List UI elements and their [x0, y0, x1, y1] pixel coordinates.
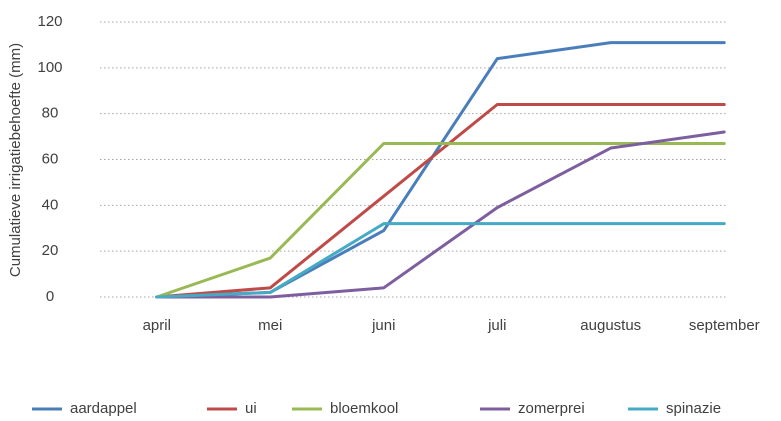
y-tick-label: 60	[42, 150, 59, 167]
legend-label: aardappel	[70, 400, 137, 417]
legend-label: bloemkool	[330, 400, 398, 417]
x-tick-label: april	[143, 317, 171, 334]
y-tick-label: 20	[42, 242, 59, 259]
legend-label: zomerprei	[518, 400, 585, 417]
series-line	[155, 41, 726, 299]
legend-label: ui	[245, 400, 257, 417]
series-line	[155, 222, 726, 299]
series-line	[155, 130, 726, 299]
series-line	[155, 103, 726, 299]
y-tick-label: 120	[37, 13, 62, 30]
x-tick-label: juli	[487, 317, 506, 334]
x-tick-label: juni	[371, 317, 395, 334]
y-tick-label: 100	[37, 59, 62, 76]
y-tick-label: 0	[46, 288, 54, 305]
y-axis-label: Cumulatieve irrigatiebehoefte (mm)	[7, 43, 24, 277]
x-tick-label: augustus	[580, 317, 641, 334]
series-line	[155, 141, 726, 299]
x-tick-label: september	[689, 317, 760, 334]
y-tick-label: 40	[42, 196, 59, 213]
legend-label: spinazie	[666, 400, 721, 417]
y-tick-label: 80	[42, 105, 59, 122]
x-tick-label: mei	[258, 317, 282, 334]
